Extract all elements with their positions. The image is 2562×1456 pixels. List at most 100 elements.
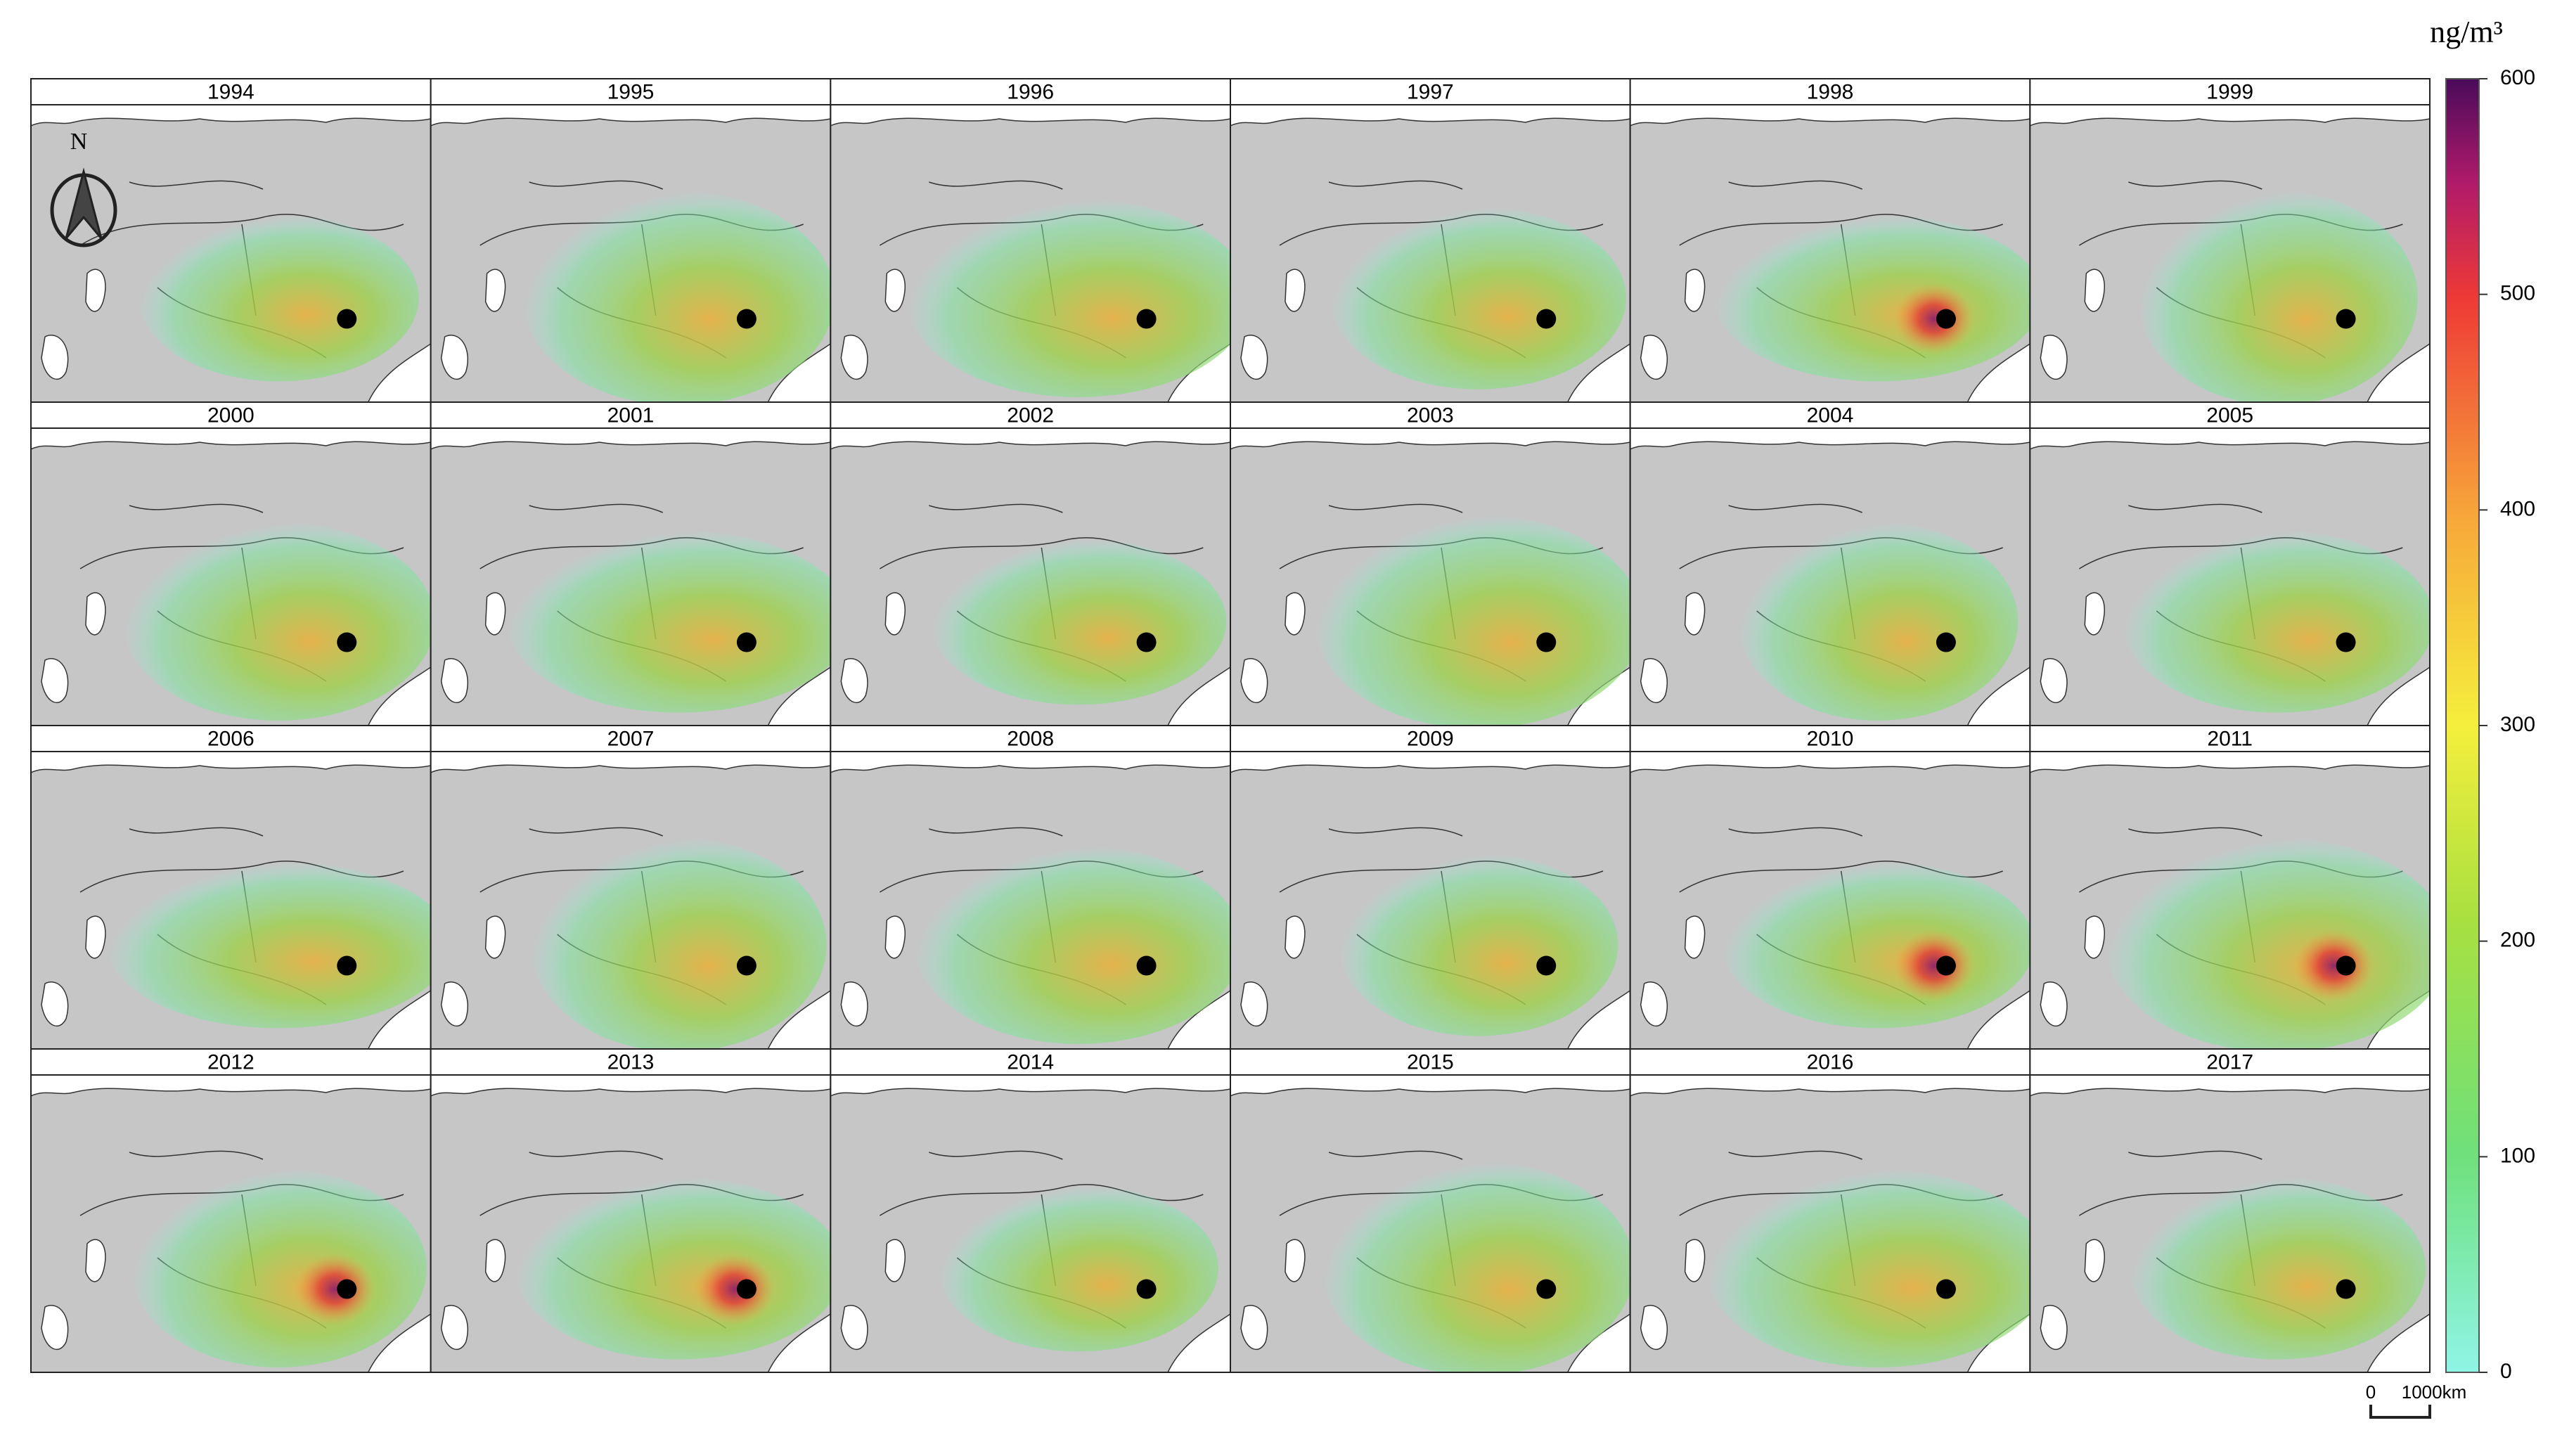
sea <box>1285 269 1306 312</box>
map-panel: 2013 <box>430 1048 832 1373</box>
panel-title-bar <box>2029 725 2431 752</box>
plume-core <box>2293 929 2374 1002</box>
map-panel: 2015 <box>1230 1048 1631 1373</box>
panel-title-bar <box>1629 1048 2031 1076</box>
site-marker <box>1936 955 1956 976</box>
map <box>830 1075 1231 1372</box>
sea <box>85 915 106 959</box>
sea <box>884 269 906 312</box>
sea <box>2030 105 2430 127</box>
colorbar-tick-label: 100 <box>2500 1144 2535 1167</box>
sea <box>41 658 69 704</box>
site-marker <box>736 632 757 652</box>
scale-bar: 0 1000km <box>2366 1381 2467 1419</box>
map-panel: 2004 <box>1629 401 2031 726</box>
colorbar-tick-label: 400 <box>2500 497 2535 520</box>
panel-title: 2004 <box>1807 404 1854 427</box>
panel-title-bar <box>430 401 832 429</box>
panel-title: 2006 <box>207 727 255 750</box>
map-panel: 2006 <box>30 725 432 1050</box>
sea <box>85 269 106 312</box>
site-marker <box>1536 632 1557 652</box>
site-marker <box>1136 309 1157 329</box>
map <box>31 1075 431 1372</box>
panel-title: 1996 <box>1007 80 1054 103</box>
site-marker <box>1936 632 1956 652</box>
site-marker <box>2336 309 2356 329</box>
map-panel: 2003 <box>1230 401 1631 726</box>
panel-title: 2003 <box>1407 404 1454 427</box>
plume <box>1322 1161 1630 1372</box>
plume <box>122 522 431 721</box>
sea <box>840 335 868 380</box>
panel-title: 2013 <box>607 1050 655 1074</box>
plume-core <box>694 1253 775 1325</box>
panel-title: 2015 <box>1407 1050 1454 1074</box>
sea <box>484 915 506 959</box>
sea <box>884 592 906 636</box>
map-panel: 2008 <box>830 725 1232 1050</box>
north-arrow: N <box>50 129 117 247</box>
plume <box>2122 530 2430 713</box>
sea <box>2040 335 2068 380</box>
map <box>2030 105 2430 402</box>
map-panel: 2017 <box>2029 1048 2431 1373</box>
plume <box>906 198 1231 397</box>
sea <box>41 981 69 1027</box>
sea <box>440 658 469 704</box>
plume <box>2137 191 2418 402</box>
map <box>31 105 431 402</box>
site-marker <box>337 1279 357 1299</box>
plume-core <box>1893 283 1974 355</box>
map-panel: 2012 <box>30 1048 432 1373</box>
map-panel: 2016 <box>1629 1048 2031 1373</box>
plume <box>1722 861 2030 1029</box>
sea <box>31 105 431 127</box>
sea <box>830 428 1231 450</box>
site-marker <box>2336 632 2356 652</box>
plume <box>131 1168 427 1367</box>
sea <box>1640 1305 1668 1351</box>
sea <box>2030 1075 2430 1097</box>
scale-end: 1000km <box>2402 1381 2467 1403</box>
sea <box>1240 981 1268 1027</box>
plume <box>139 214 419 382</box>
plume <box>506 530 831 713</box>
map <box>1630 105 2030 402</box>
scale-start: 0 <box>2366 1381 2376 1403</box>
map <box>1230 1075 1630 1372</box>
panel-title-bar <box>1230 78 1631 105</box>
sea <box>884 1239 906 1282</box>
map <box>430 1075 831 1372</box>
site-marker <box>337 955 357 976</box>
sea <box>1230 1075 1630 1097</box>
panel-title: 2012 <box>207 1050 255 1074</box>
map <box>830 428 1231 726</box>
colorbar-tick-label: 300 <box>2500 713 2535 736</box>
sea <box>1630 105 2030 127</box>
panel-title: 1998 <box>1807 80 1854 103</box>
sea <box>41 335 69 380</box>
map <box>2030 1075 2430 1372</box>
map-panel: 2014 <box>830 1048 1232 1373</box>
panel-title-bar <box>30 78 432 105</box>
map <box>430 428 831 726</box>
sea <box>1640 335 1668 380</box>
plume <box>522 191 831 402</box>
colorbar-tick-label: 200 <box>2500 929 2535 952</box>
panel-title-bar <box>830 401 1232 429</box>
sea <box>1285 592 1306 636</box>
sea <box>830 105 1231 127</box>
sea <box>1630 428 2030 450</box>
map <box>830 752 1231 1049</box>
sea <box>1230 428 1630 450</box>
sea <box>2084 1239 2105 1282</box>
map <box>1230 428 1630 726</box>
map <box>430 105 831 402</box>
sea <box>440 1305 469 1351</box>
panel-title: 2002 <box>1007 404 1054 427</box>
plume <box>1338 853 1618 1036</box>
site-marker <box>736 309 757 329</box>
sea <box>1684 1239 1706 1282</box>
